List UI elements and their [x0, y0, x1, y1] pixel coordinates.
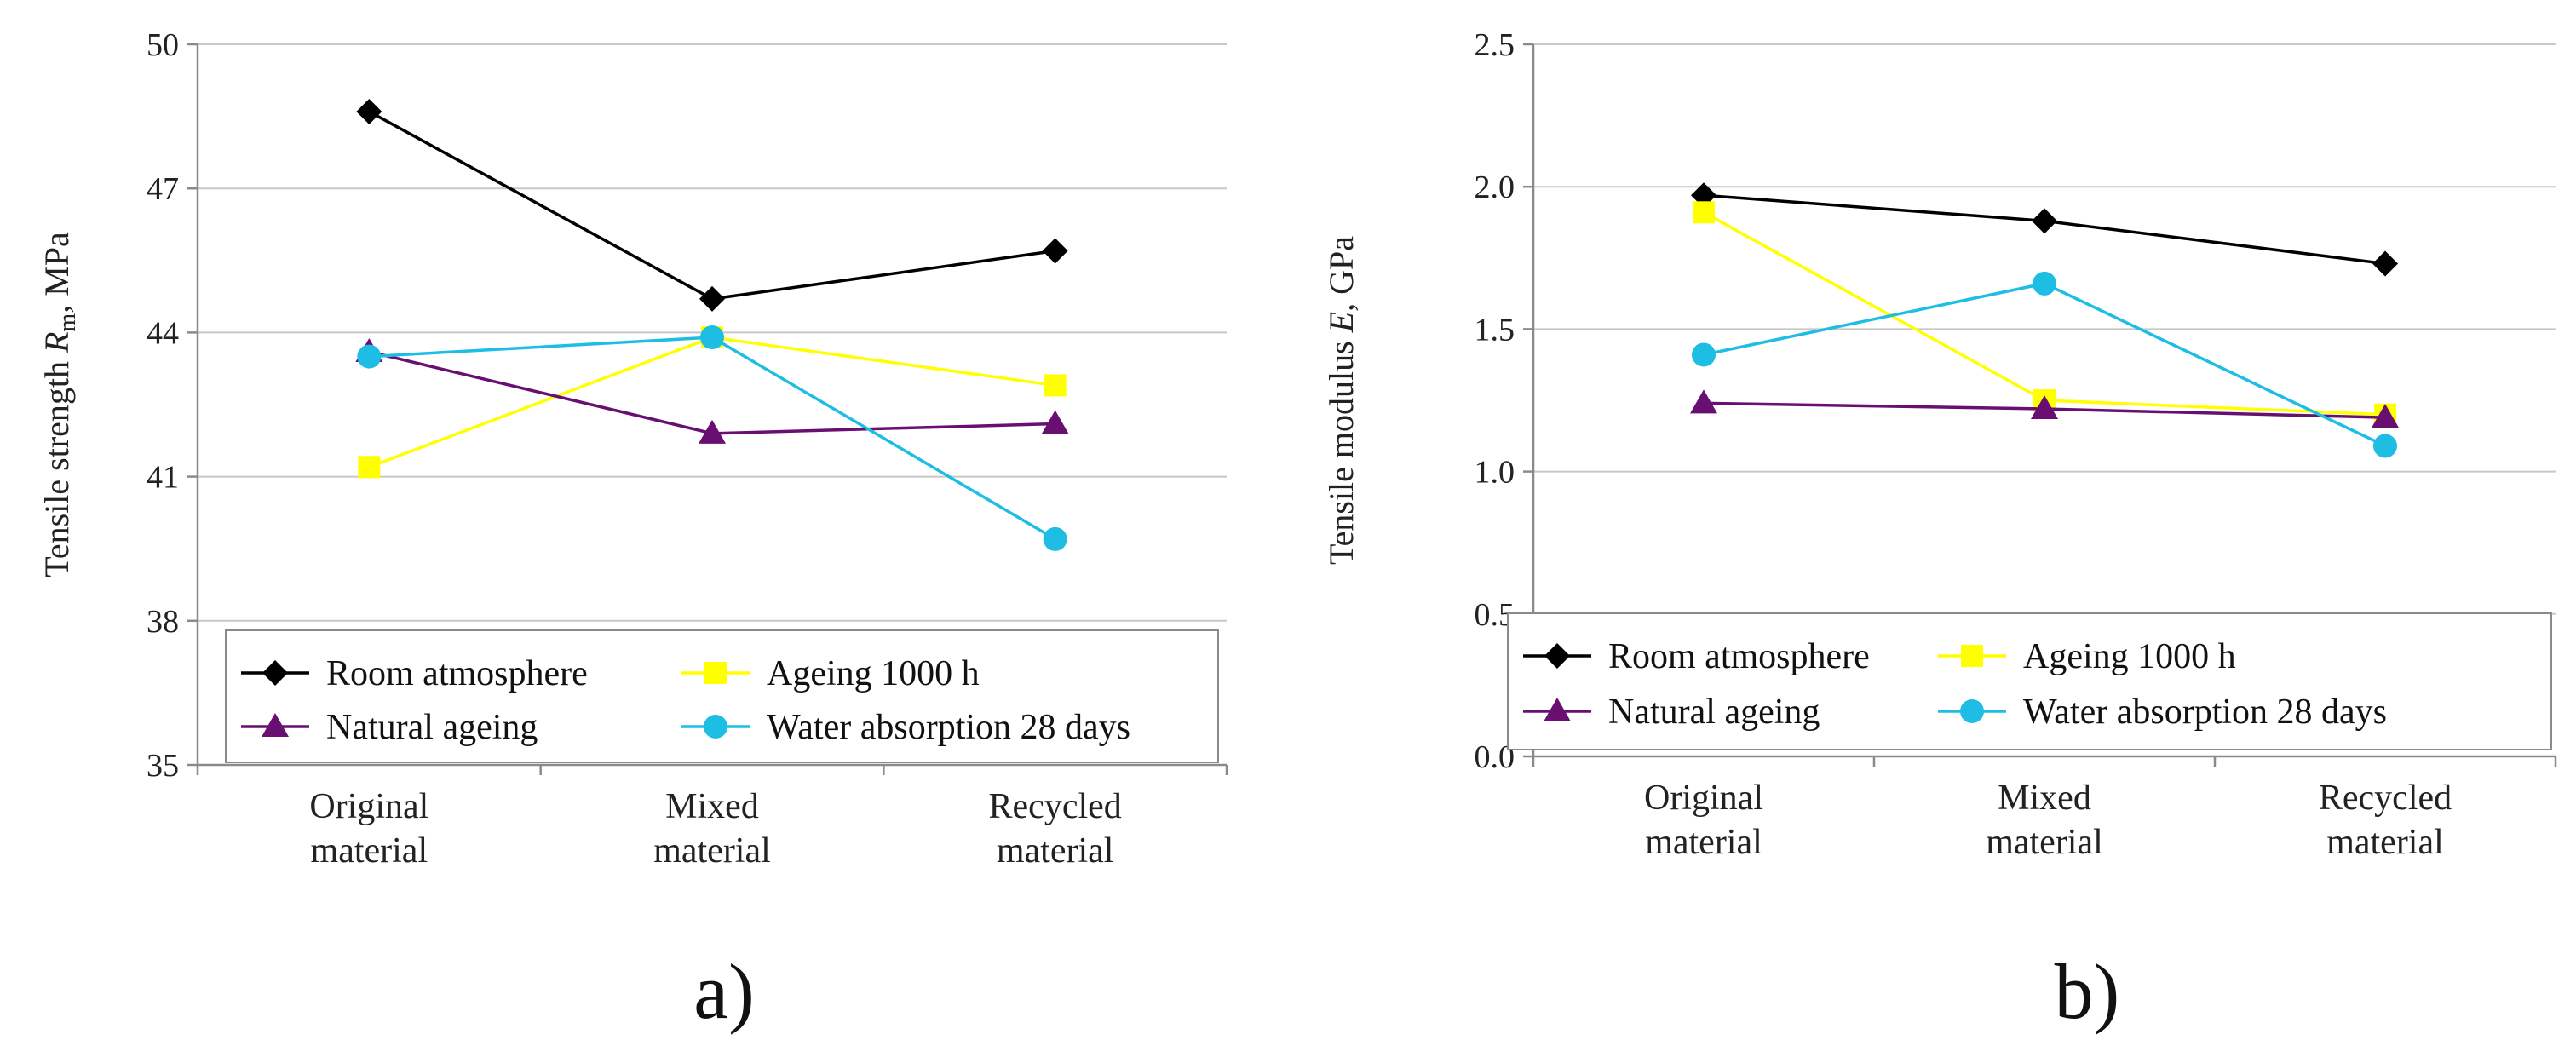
legend-label: Water absorption 28 days [2023, 693, 2387, 732]
legend-label: Natural ageing [1608, 693, 1820, 732]
data-point [2031, 395, 2058, 420]
data-point [1693, 201, 1715, 224]
data-point [1042, 238, 1068, 264]
category-label: Original material [309, 787, 428, 871]
legend-label: Ageing 1000 h [2023, 637, 2236, 676]
y-tick-label: 2.5 [1475, 27, 1515, 63]
legend-marker [704, 715, 727, 739]
panel-label: b) [2055, 948, 2120, 1035]
legend: Room atmosphere Ageing 1000 h Natural agei… [1507, 612, 2552, 750]
legend-marker [262, 660, 288, 686]
legend-entry: Room atmosphere [241, 654, 588, 693]
category-label: Recycled material [989, 787, 1122, 871]
series-natural-ageing [1690, 389, 2399, 428]
data-point [2372, 404, 2399, 428]
category-label: Recycled material [2319, 779, 2452, 862]
legend-label: Room atmosphere [1608, 637, 1870, 676]
category-label: Original material [1644, 779, 1763, 862]
legend-entry: Ageing 1000 h [1938, 637, 2236, 676]
series-water-absorption-28-days [357, 325, 1067, 551]
legend: Room atmosphere Ageing 1000 h Natural agei… [225, 629, 1219, 763]
legend-marker [704, 662, 727, 684]
category-label: Mixed material [1986, 779, 2103, 862]
category-label: Mixed material [653, 787, 771, 871]
y-tick-label: 41 [147, 460, 179, 496]
data-point [699, 285, 725, 312]
series-ageing-1000-h [1693, 201, 2396, 426]
y-tick-label: 44 [147, 315, 179, 351]
legend-entry: Natural ageing [1523, 693, 1820, 732]
data-point [1692, 342, 1716, 367]
y-tick-label: 47 [147, 171, 179, 207]
legend-marker [1544, 643, 1570, 669]
legend-label: Natural ageing [326, 708, 538, 747]
data-point [2032, 208, 2057, 234]
data-point [1041, 410, 1069, 434]
data-point [1043, 526, 1067, 551]
series-line [1703, 282, 2386, 448]
legend-entry: Water absorption 28 days [681, 708, 1130, 747]
legend-box [1507, 612, 2552, 750]
series-line [368, 110, 1055, 301]
y-tick-label: 2.0 [1475, 170, 1515, 205]
data-point [357, 344, 382, 369]
data-point [356, 98, 382, 124]
series-water-absorption-28-days [1692, 271, 2397, 458]
legend-label: Room atmosphere [326, 654, 588, 693]
legend-entry: Natural ageing [241, 708, 538, 747]
y-tick-label: 35 [147, 748, 179, 784]
chart-a: 35 38 41 44 47 50 Original material Mixed materia… [37, 27, 1228, 1035]
legend-label: Ageing 1000 h [767, 654, 980, 693]
legend-marker [1961, 645, 1983, 667]
legend-marker [262, 713, 289, 737]
data-point [2033, 271, 2056, 296]
legend-entry: Ageing 1000 h [681, 654, 980, 693]
series-room-atmosphere [356, 98, 1068, 312]
y-tick-label: 50 [147, 27, 179, 63]
data-point [1044, 374, 1067, 397]
y-tick-label: 1.0 [1475, 455, 1515, 491]
legend-marker [1960, 699, 1984, 723]
data-point [2372, 250, 2398, 277]
series-line [368, 336, 1055, 468]
panel-label: a) [693, 948, 754, 1035]
data-point [700, 325, 724, 350]
legend-entry: Room atmosphere [1523, 637, 1870, 676]
data-point [699, 419, 726, 444]
series-line [1703, 210, 2386, 417]
legend-label: Water absorption 28 days [767, 708, 1130, 747]
y-axis-label: Tensile modulus E, GPa [1322, 236, 1360, 565]
legend-marker [1544, 698, 1571, 721]
y-tick-label: 38 [147, 604, 179, 640]
legend-entry: Water absorption 28 days [1938, 693, 2387, 732]
y-tick-label: 1.5 [1475, 312, 1515, 348]
series-natural-ageing [355, 337, 1069, 444]
legend-box [225, 629, 1219, 763]
y-axis-label: Tensile strength Rm, MPa [37, 232, 81, 578]
data-point [2373, 434, 2397, 458]
data-point [1690, 389, 1717, 414]
data-point [358, 456, 381, 479]
